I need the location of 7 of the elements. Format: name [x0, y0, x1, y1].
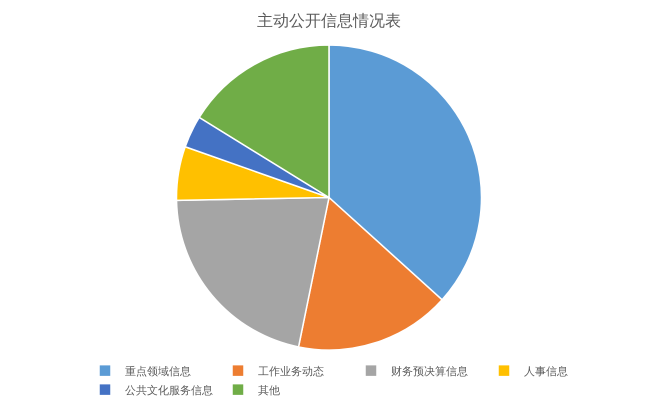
legend-label: 财务预决算信息 [391, 364, 468, 378]
legend-label: 工作业务动态 [258, 364, 324, 378]
legend-label: 重点领域信息 [125, 364, 191, 378]
legend-label: 其他 [258, 384, 280, 397]
legend-label: 人事信息 [524, 364, 568, 378]
legend-label: 公共文化服务信息 [125, 384, 213, 397]
chart-title: 主动公开信息情况表 [257, 10, 401, 30]
